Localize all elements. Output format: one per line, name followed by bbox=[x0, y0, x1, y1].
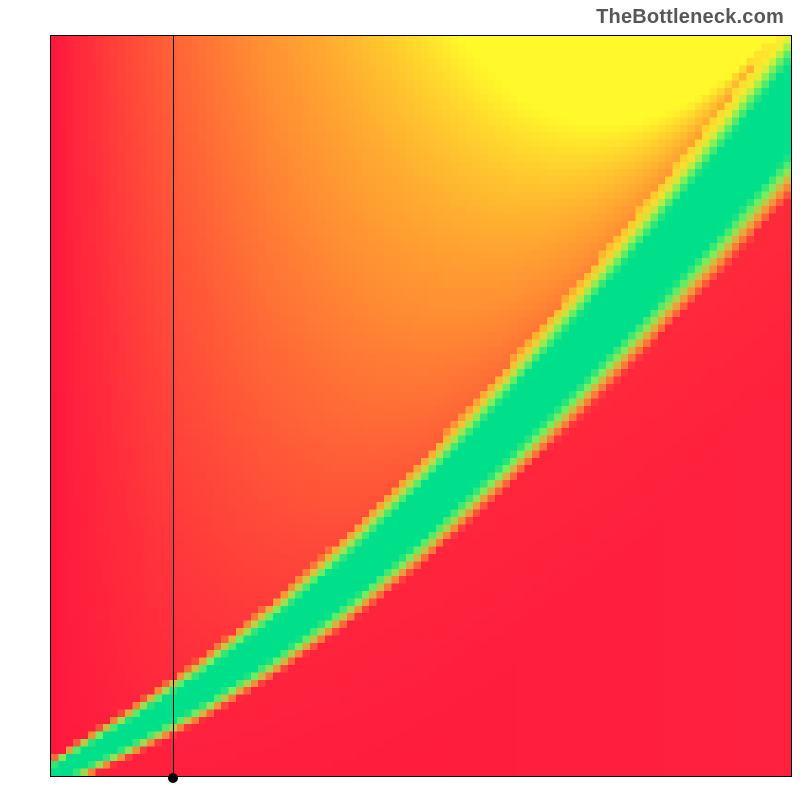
chart-area bbox=[50, 35, 792, 777]
heatmap-canvas bbox=[51, 36, 791, 776]
watermark-text: TheBottleneck.com bbox=[596, 6, 784, 29]
